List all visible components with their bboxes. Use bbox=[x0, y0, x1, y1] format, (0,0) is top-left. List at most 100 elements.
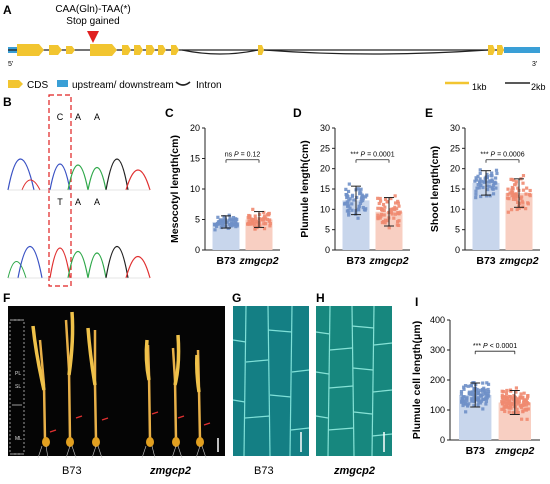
data-point bbox=[383, 221, 387, 225]
data-point bbox=[515, 407, 519, 411]
data-point bbox=[525, 186, 529, 190]
data-point bbox=[476, 183, 480, 187]
data-point bbox=[470, 390, 474, 394]
data-point bbox=[365, 193, 369, 197]
data-point bbox=[517, 397, 522, 401]
data-point bbox=[517, 399, 521, 404]
y-tick-label: 5 bbox=[195, 215, 200, 225]
mutation-sublabel: Stop gained bbox=[66, 16, 119, 27]
data-point bbox=[376, 196, 380, 200]
panel-label-e: E bbox=[425, 106, 433, 120]
data-point bbox=[352, 198, 356, 202]
data-point bbox=[216, 215, 220, 219]
data-point bbox=[482, 389, 486, 393]
data-point bbox=[486, 387, 490, 392]
data-point bbox=[484, 397, 488, 401]
data-point bbox=[507, 394, 511, 399]
data-point bbox=[376, 206, 380, 210]
data-point bbox=[475, 387, 479, 392]
data-point bbox=[345, 200, 349, 204]
ruler-label-ml: ML bbox=[15, 436, 22, 442]
data-point bbox=[489, 173, 493, 178]
data-point bbox=[479, 183, 483, 188]
data-point bbox=[487, 394, 491, 398]
data-point bbox=[506, 210, 510, 214]
data-point bbox=[348, 206, 352, 210]
chart-mesocotyl: 0 5 10 15 20 Mesocotyl length(cm) B73 zmgcp2 ns … bbox=[169, 123, 280, 267]
data-point bbox=[486, 382, 491, 386]
data-point bbox=[510, 401, 514, 405]
data-point bbox=[485, 381, 489, 385]
data-point bbox=[358, 201, 363, 206]
data-point bbox=[514, 197, 518, 202]
data-point bbox=[379, 212, 384, 217]
data-point bbox=[524, 192, 528, 196]
data-point bbox=[396, 199, 400, 204]
y-axis-label: Plumule cell length(μm) bbox=[411, 321, 423, 439]
data-point bbox=[514, 400, 518, 404]
data-point bbox=[346, 204, 350, 208]
data-point bbox=[221, 224, 225, 228]
base-label: A bbox=[75, 112, 81, 122]
data-point bbox=[511, 187, 515, 191]
data-point bbox=[477, 391, 481, 395]
data-point bbox=[524, 207, 528, 211]
data-point bbox=[516, 200, 520, 205]
y-tick-label: 30 bbox=[320, 123, 330, 133]
data-point bbox=[510, 191, 514, 195]
y-tick-label: 25 bbox=[450, 143, 460, 153]
data-point bbox=[477, 401, 481, 405]
three-prime-label: 3' bbox=[532, 61, 537, 68]
data-point bbox=[494, 176, 498, 180]
data-point bbox=[216, 220, 220, 224]
data-point bbox=[397, 204, 401, 208]
data-point bbox=[476, 396, 481, 400]
data-point bbox=[378, 216, 382, 220]
data-point bbox=[462, 385, 466, 389]
panel-label-a: A bbox=[3, 3, 12, 17]
data-point bbox=[249, 217, 253, 221]
data-point bbox=[478, 177, 482, 181]
data-point bbox=[363, 208, 367, 212]
data-point bbox=[464, 402, 468, 406]
data-point bbox=[459, 389, 464, 394]
data-point bbox=[385, 219, 389, 223]
data-point bbox=[515, 398, 519, 402]
data-point bbox=[504, 391, 509, 396]
data-point bbox=[511, 411, 515, 415]
data-point bbox=[478, 171, 482, 175]
data-point bbox=[495, 171, 499, 176]
data-point bbox=[251, 217, 255, 222]
data-point bbox=[233, 217, 238, 221]
data-point bbox=[515, 194, 520, 198]
data-point bbox=[486, 187, 490, 192]
data-point bbox=[507, 400, 511, 405]
data-point bbox=[478, 401, 483, 405]
data-point bbox=[476, 398, 480, 402]
data-point bbox=[382, 213, 386, 217]
data-point bbox=[462, 395, 466, 399]
data-point bbox=[524, 408, 528, 412]
data-point bbox=[521, 181, 525, 185]
data-point bbox=[376, 213, 380, 217]
data-point bbox=[383, 218, 387, 222]
data-point bbox=[486, 391, 490, 395]
data-point bbox=[510, 396, 514, 400]
data-point bbox=[359, 197, 363, 201]
data-point bbox=[490, 171, 494, 175]
data-point bbox=[514, 386, 519, 390]
ruler-label-sl: SL bbox=[15, 384, 21, 390]
data-point bbox=[522, 391, 526, 395]
data-point bbox=[266, 212, 271, 216]
data-point bbox=[258, 223, 262, 227]
data-point bbox=[357, 204, 361, 208]
data-point bbox=[469, 384, 473, 388]
data-point bbox=[395, 223, 399, 227]
x-tick-label: zmgcp2 bbox=[498, 255, 538, 267]
data-point bbox=[521, 188, 526, 192]
data-point bbox=[494, 168, 499, 172]
data-point bbox=[253, 221, 257, 225]
data-point bbox=[482, 180, 486, 184]
data-point bbox=[262, 227, 267, 231]
five-prime-label: 5' bbox=[8, 61, 13, 68]
